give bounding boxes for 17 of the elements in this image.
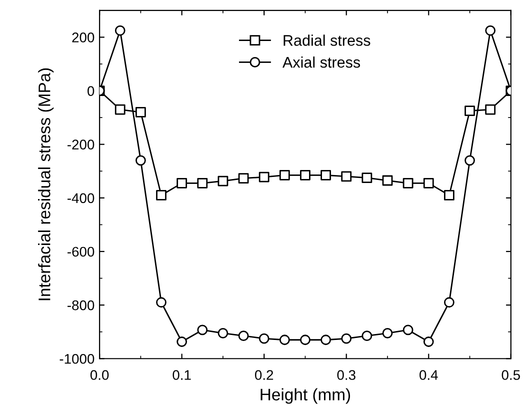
y-tick-label: -600 <box>68 246 94 257</box>
y-axis-title: Interfacial residual stress (MPa) <box>38 68 54 300</box>
y-tick-label: 200 <box>72 32 94 42</box>
x-tick-label: 0.5 <box>502 370 520 380</box>
y-tick-label: -200 <box>68 140 94 150</box>
x-tick-label: 0.2 <box>254 370 274 380</box>
y-tick-label: -400 <box>68 193 94 204</box>
legend-label: Radial stress <box>284 34 370 46</box>
x-tick-label: 0.0 <box>90 370 109 380</box>
x-tick-label: 0.3 <box>337 370 356 380</box>
x-tick-label: 0.4 <box>420 370 438 380</box>
y-tick-label: 0 <box>88 86 94 96</box>
x-axis-title: Height (mm) <box>260 388 350 404</box>
y-tick-label: -800 <box>68 300 94 310</box>
x-tick-label: 0.1 <box>172 370 191 380</box>
y-tick-label: -1000 <box>60 354 94 364</box>
legend-label: Axial stress <box>282 56 360 68</box>
